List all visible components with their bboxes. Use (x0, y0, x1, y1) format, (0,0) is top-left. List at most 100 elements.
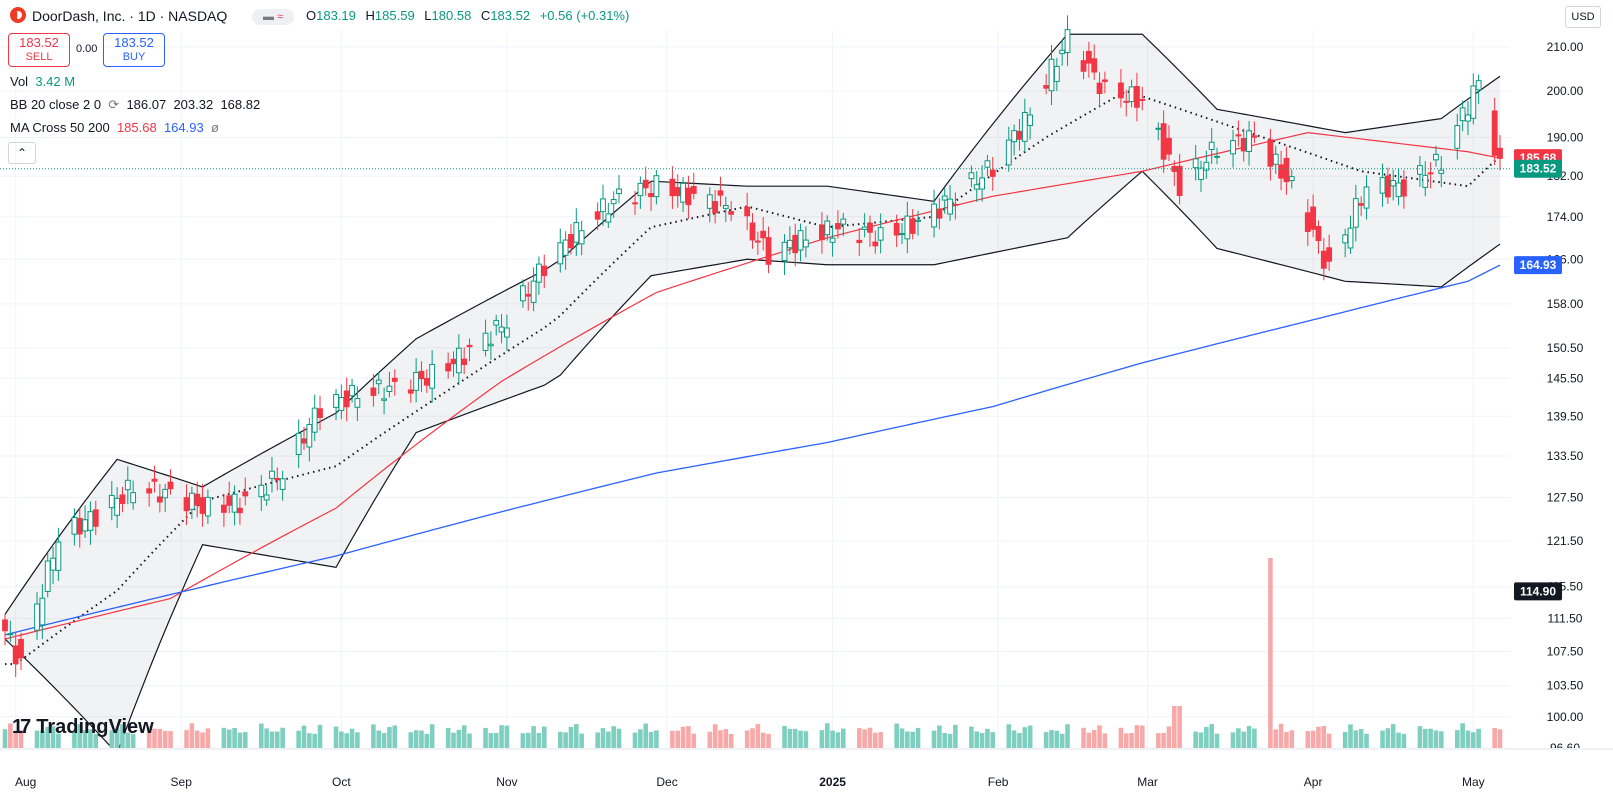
volume-bar (974, 731, 980, 748)
candle-body (375, 379, 382, 385)
candle-body (760, 230, 767, 239)
volume-bar (1027, 725, 1033, 748)
volume-bar (1118, 727, 1124, 748)
candle-body (1454, 125, 1461, 149)
volume-bar (109, 730, 115, 748)
symbol-title[interactable]: DoorDash, Inc. · 1D · NASDAQ (32, 8, 228, 24)
ma-label: MA Cross 50 200 (10, 120, 110, 135)
candle-body (1417, 165, 1423, 175)
volume-bar (1342, 731, 1348, 748)
candle-body (1048, 58, 1055, 92)
price-axis-bg (1510, 0, 1613, 797)
volume-bar (50, 726, 56, 748)
chevron-up-icon: ⌃ (16, 146, 28, 160)
candle-body (162, 488, 169, 499)
candle-body (221, 504, 227, 513)
volume-bar (1129, 732, 1134, 748)
bb-basis: 186.07 (126, 97, 167, 112)
volume-bar (1438, 731, 1444, 748)
low-value: 180.58 (431, 8, 472, 23)
candle-body (797, 230, 804, 251)
candle-body (1021, 112, 1028, 142)
volume-bar (638, 729, 643, 748)
candle-body (87, 511, 94, 531)
candle-body (936, 208, 943, 219)
candle-body (536, 263, 542, 283)
volume-bar (1348, 724, 1353, 748)
volume-bar (205, 728, 211, 748)
candle-body (952, 203, 959, 206)
sell-button[interactable]: 183.52 SELL (8, 33, 70, 67)
candle-body (712, 201, 719, 214)
candle-body (690, 186, 697, 194)
volume-bar (333, 726, 339, 748)
buy-button[interactable]: 183.52 BUY (103, 33, 165, 67)
candle-body (781, 241, 788, 261)
candle-body (18, 638, 24, 659)
wave-icon: ≈ (277, 11, 284, 23)
volume-bar (894, 723, 899, 748)
ma-indicator-legend[interactable]: MA Cross 50 200 185.68 164.93 ø (10, 120, 219, 135)
volume-bar (937, 725, 942, 748)
volume-bar (648, 732, 654, 748)
volume-bar (1241, 731, 1247, 748)
volume-bar (985, 728, 990, 748)
volume-indicator-legend[interactable]: Vol 3.42 M (10, 74, 75, 89)
volume-bar (77, 724, 83, 748)
volume-bar (184, 730, 189, 748)
volume-bar (915, 727, 921, 748)
high-label: H (365, 8, 375, 23)
volume-bar (1134, 725, 1140, 748)
x-tick-label: Nov (496, 775, 517, 789)
candle-body (1427, 172, 1434, 175)
volume-bar (1011, 730, 1017, 748)
volume-bar (819, 730, 825, 748)
volume-bar (424, 733, 430, 748)
candle-body (1251, 135, 1258, 138)
volume-bar (654, 730, 659, 748)
collapse-legend-button[interactable]: ⌃ (8, 142, 36, 164)
volume-bar (1471, 732, 1476, 748)
bb-indicator-legend[interactable]: BB 20 close 2 0 ⟳ 186.07 203.32 168.82 (10, 97, 260, 113)
volume-bar (1380, 730, 1385, 748)
candle-body (114, 497, 121, 516)
candle-body (744, 206, 751, 217)
bb-lower: 168.82 (220, 97, 261, 112)
candle-body (899, 233, 905, 236)
volume-bar (574, 724, 579, 748)
candle-body (263, 494, 270, 501)
candle-body (338, 396, 345, 411)
candle-body (71, 516, 78, 535)
y-tick-label: 190.00 (1547, 130, 1584, 144)
y-tick-label: 150.50 (1547, 341, 1584, 355)
candle-body (1395, 182, 1402, 198)
candle-body (1342, 234, 1349, 244)
volume-bar (1177, 706, 1182, 748)
candle-body (754, 240, 761, 243)
candle-body (1326, 247, 1333, 262)
y-tick-label: 100.00 (1547, 710, 1584, 724)
candle-body (1272, 153, 1279, 165)
candle-body (1123, 100, 1130, 103)
volume-bar (1492, 728, 1497, 748)
candle-body (39, 597, 46, 626)
currency-selector[interactable]: USD (1565, 6, 1601, 28)
volume-bar (40, 730, 45, 748)
y-tick-label: 127.50 (1547, 490, 1584, 504)
candle-body (1016, 130, 1023, 140)
volume-bar (56, 733, 61, 748)
candle-body (1491, 110, 1498, 156)
volume-bar (1017, 733, 1022, 748)
volume-bar (840, 728, 846, 748)
spread-value: 0.00 (76, 43, 98, 55)
candle-body (909, 218, 916, 234)
volume-bar (1155, 733, 1161, 748)
price-label-bg (1514, 256, 1562, 275)
volume-bar (355, 732, 360, 748)
vol-label: Vol (10, 74, 29, 89)
bb-upper: 203.32 (173, 97, 214, 112)
compare-toggle[interactable]: ▬ ≈ (252, 9, 294, 25)
volume-bar (1364, 733, 1369, 748)
volume-bar (312, 733, 317, 748)
